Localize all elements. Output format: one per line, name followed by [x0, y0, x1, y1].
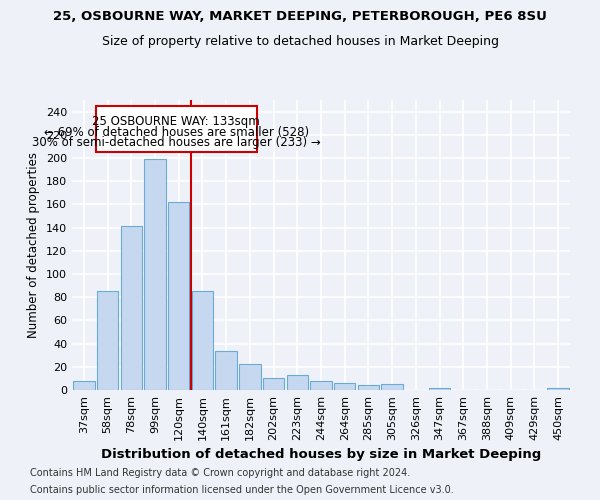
- Bar: [97, 292, 118, 390]
- Bar: [358, 386, 379, 390]
- Bar: [145, 159, 166, 390]
- Bar: [547, 388, 569, 390]
- Bar: [239, 364, 260, 390]
- FancyBboxPatch shape: [96, 106, 257, 152]
- Bar: [310, 380, 332, 390]
- Bar: [382, 384, 403, 390]
- Bar: [192, 292, 213, 390]
- Bar: [429, 388, 450, 390]
- Bar: [215, 350, 237, 390]
- Bar: [121, 226, 142, 390]
- Y-axis label: Number of detached properties: Number of detached properties: [28, 152, 40, 338]
- Text: 25 OSBOURNE WAY: 133sqm: 25 OSBOURNE WAY: 133sqm: [92, 115, 260, 128]
- Bar: [287, 375, 308, 390]
- X-axis label: Distribution of detached houses by size in Market Deeping: Distribution of detached houses by size …: [101, 448, 541, 462]
- Text: Contains public sector information licensed under the Open Government Licence v3: Contains public sector information licen…: [30, 485, 454, 495]
- Text: Contains HM Land Registry data © Crown copyright and database right 2024.: Contains HM Land Registry data © Crown c…: [30, 468, 410, 477]
- Text: Size of property relative to detached houses in Market Deeping: Size of property relative to detached ho…: [101, 35, 499, 48]
- Text: 25, OSBOURNE WAY, MARKET DEEPING, PETERBOROUGH, PE6 8SU: 25, OSBOURNE WAY, MARKET DEEPING, PETERB…: [53, 10, 547, 23]
- Bar: [168, 202, 190, 390]
- Bar: [334, 383, 355, 390]
- Text: ← 69% of detached houses are smaller (528): ← 69% of detached houses are smaller (52…: [44, 126, 309, 138]
- Bar: [73, 380, 95, 390]
- Text: 30% of semi-detached houses are larger (233) →: 30% of semi-detached houses are larger (…: [32, 136, 321, 149]
- Bar: [263, 378, 284, 390]
